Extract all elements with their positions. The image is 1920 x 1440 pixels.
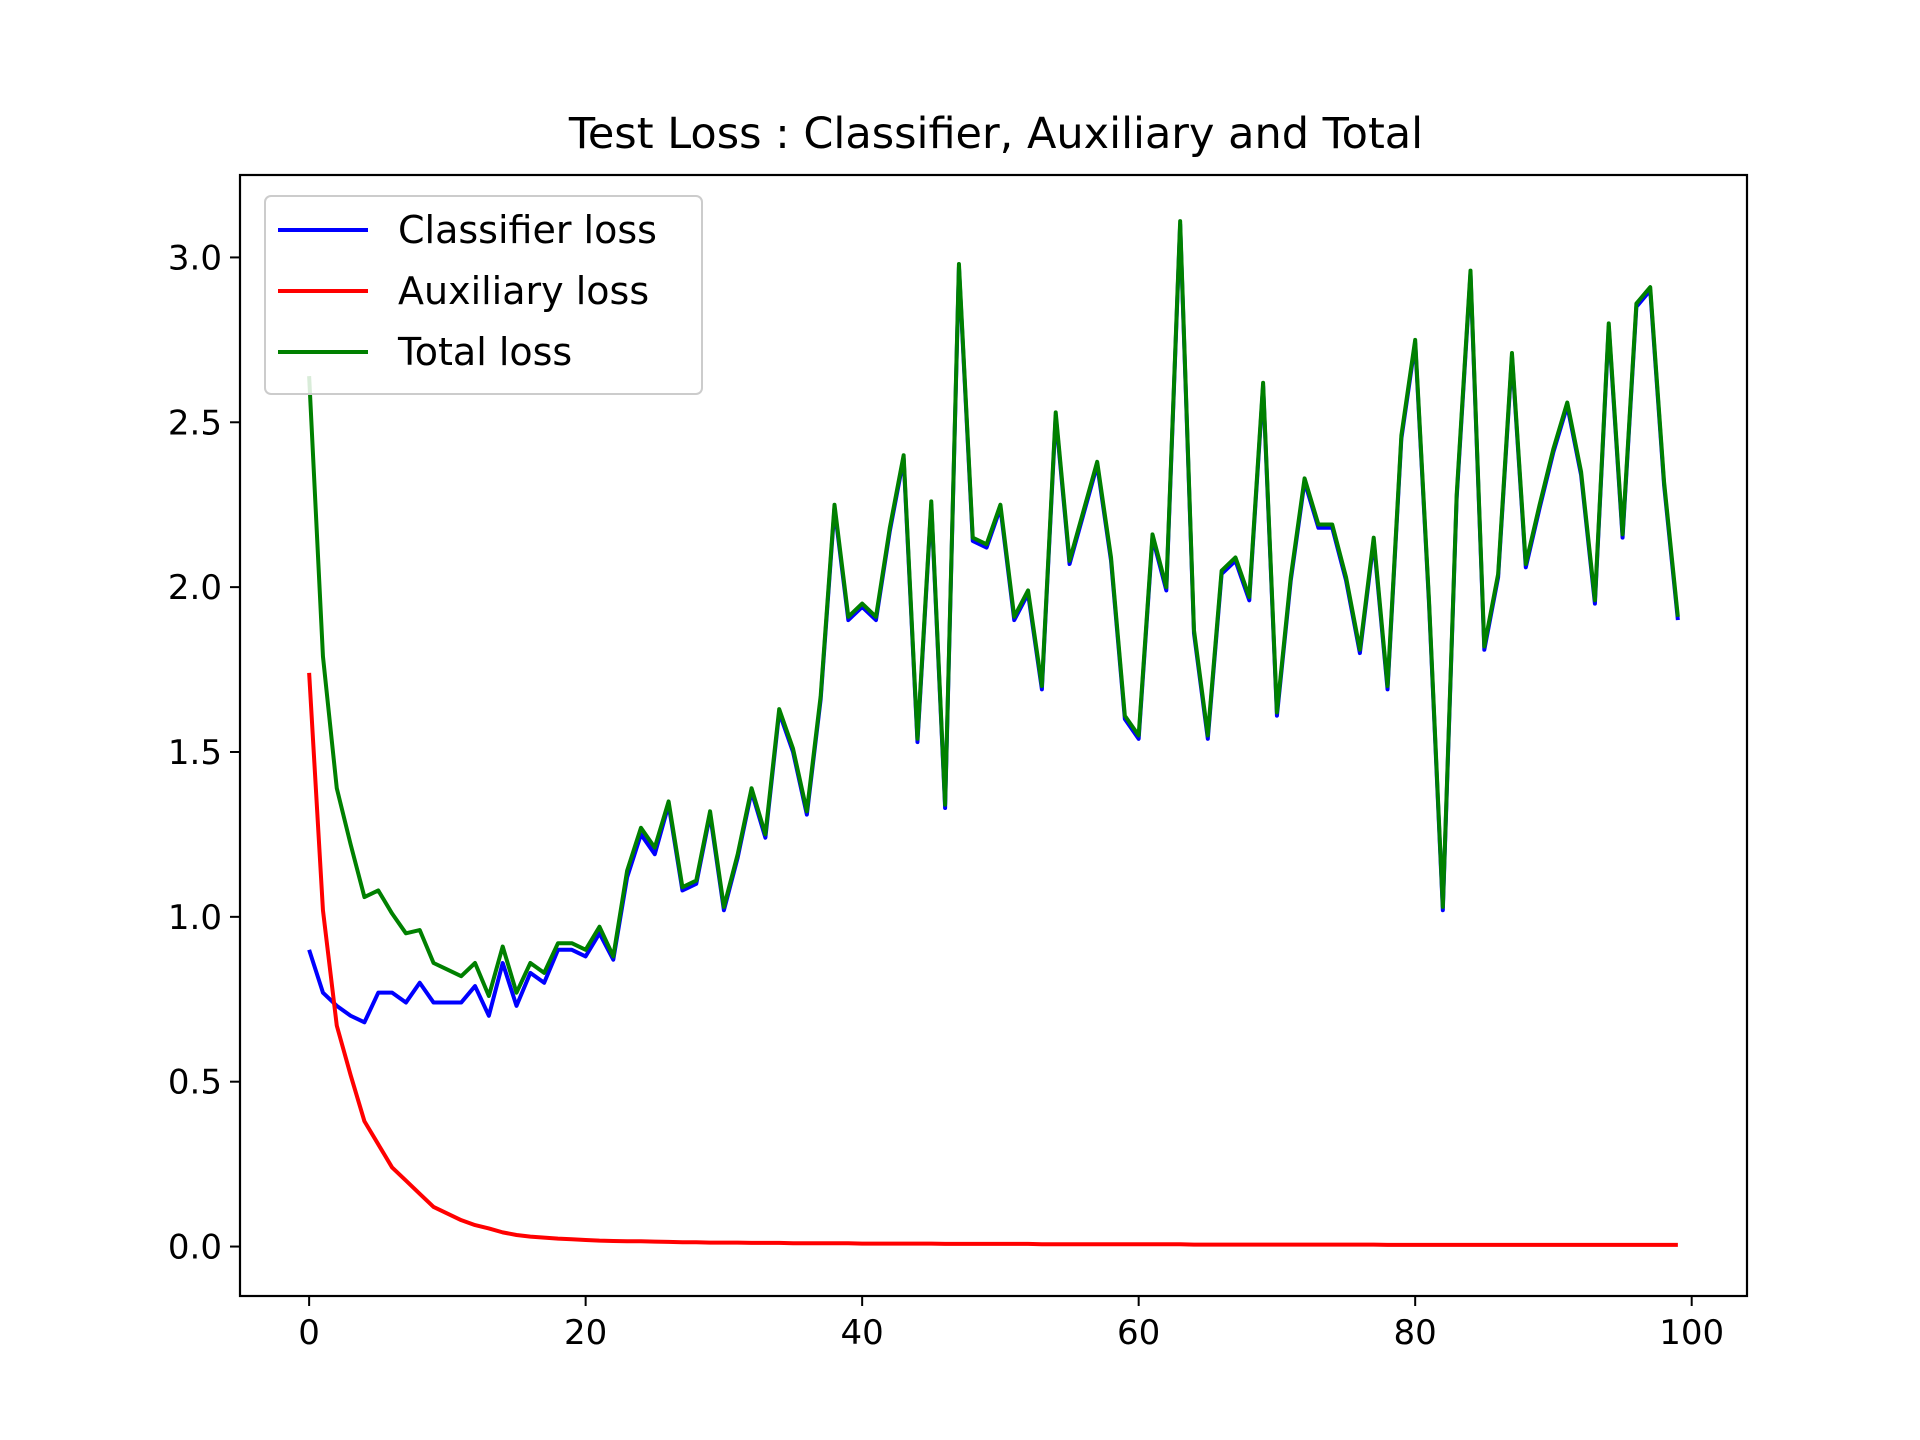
legend-label-classifier-loss: Classifier loss [398, 208, 657, 252]
y-tick-label: 2.5 [168, 403, 222, 443]
legend: Classifier loss Auxiliary loss Total loss [264, 195, 703, 395]
y-axis-ticks: 0.0 0.5 1.0 1.5 2.0 2.5 3.0 [168, 238, 240, 1268]
plot-frame [238, 173, 1749, 1298]
legend-box [264, 195, 703, 395]
x-tick-label: 20 [564, 1313, 607, 1353]
series-layer [307, 219, 1680, 1247]
x-tick-label: 100 [1659, 1313, 1724, 1353]
x-tick-label: 60 [1117, 1313, 1160, 1353]
y-tick-label: 3.0 [168, 238, 222, 278]
chart-title: Test Loss : Classifier, Auxiliary and To… [568, 109, 1423, 159]
series-line-auxiliary-loss [307, 672, 1678, 1247]
y-tick-label: 0.5 [168, 1063, 222, 1103]
series-line-total-loss [307, 219, 1680, 998]
y-tick-label: 2.0 [168, 568, 222, 608]
legend-label-total-loss: Total loss [397, 330, 572, 374]
y-tick-label: 0.0 [168, 1228, 222, 1268]
x-tick-label: 40 [841, 1313, 884, 1353]
y-tick-label: 1.0 [168, 898, 222, 938]
x-axis-ticks: 0 20 40 60 80 100 [298, 1296, 1724, 1353]
x-tick-label: 80 [1394, 1313, 1437, 1353]
x-tick-label: 0 [298, 1313, 320, 1353]
y-tick-label: 1.5 [168, 733, 222, 773]
legend-label-auxiliary-loss: Auxiliary loss [398, 269, 649, 313]
